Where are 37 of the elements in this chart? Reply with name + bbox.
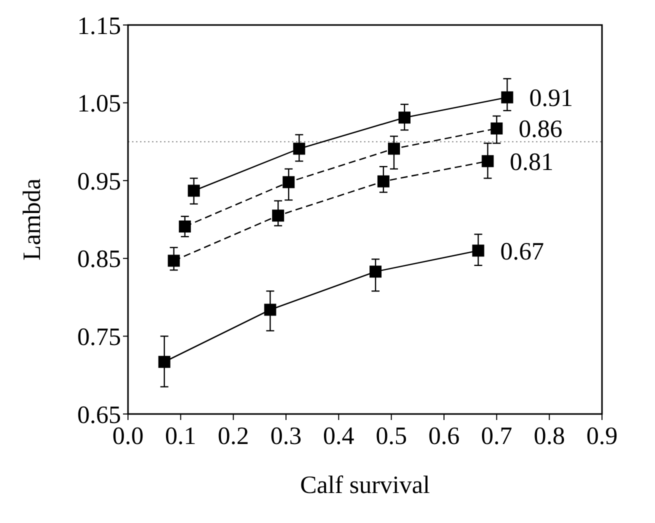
point (178, 220, 191, 232)
point (168, 254, 180, 267)
point (398, 112, 410, 124)
point (482, 155, 494, 168)
x-tick-label: 0.5 (376, 423, 407, 450)
point (272, 210, 284, 222)
x-tick-label: 0.9 (586, 423, 618, 450)
series-label: 0.91 (529, 85, 573, 112)
x-tick-label: 0.3 (270, 423, 302, 450)
x-tick-label: 0.4 (323, 423, 355, 450)
point (282, 176, 295, 188)
point (490, 122, 503, 134)
point (472, 244, 484, 257)
series-label: 0.86 (518, 116, 562, 144)
point (188, 184, 200, 197)
point (293, 142, 306, 155)
x-tick-label: 0.1 (165, 423, 196, 450)
x-tick-label: 0.6 (428, 423, 460, 450)
y-tick-label: 0.85 (77, 246, 121, 274)
point (377, 175, 390, 188)
point (158, 356, 170, 368)
x-tick-label: 0.0 (112, 423, 144, 450)
y-axis-title: Lambda (19, 178, 46, 260)
point (501, 91, 514, 104)
x-tick-label: 0.8 (534, 423, 565, 450)
x-axis-title: Calf survival (300, 472, 430, 499)
y-tick-label: 0.75 (77, 324, 121, 351)
point (388, 142, 400, 155)
x-tick-label: 0.2 (218, 423, 249, 450)
point (370, 266, 382, 278)
y-tick-label: 1.05 (77, 90, 121, 118)
y-tick-label: 0.95 (77, 168, 121, 196)
y-tick-label: 1.15 (77, 12, 121, 40)
series-label: 0.81 (510, 148, 554, 176)
series-label: 0.67 (500, 238, 544, 266)
point (264, 304, 276, 316)
x-tick-label: 0.7 (481, 423, 512, 450)
